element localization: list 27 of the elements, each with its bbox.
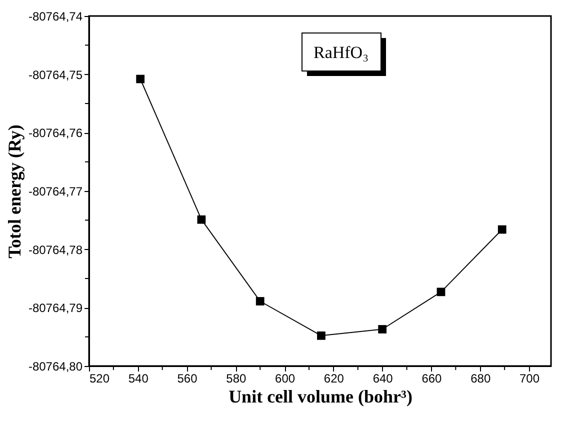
y-tick-label: -80764,78 [28, 242, 83, 257]
y-tick-label: -80764,79 [28, 301, 83, 316]
point [498, 225, 506, 234]
y-tick-label: -80764,75 [28, 68, 83, 82]
y-tick-label: -80764,74 [28, 10, 83, 24]
point [197, 215, 206, 224]
point [256, 297, 264, 306]
point [136, 74, 145, 84]
x-tick-label: 700 [519, 372, 540, 386]
point [378, 325, 387, 334]
x-tick-label: 680 [470, 372, 491, 386]
x-axis-title: Unit cell volume (bohr³) [228, 386, 412, 406]
y-axis-title: Totol energy (Ry) [4, 124, 24, 258]
y-tick-label: -80764,76 [28, 126, 83, 140]
x-tick-label: 560 [177, 372, 198, 386]
point [436, 288, 446, 296]
x-tick-label: 660 [422, 372, 442, 386]
x-tick-label: 640 [372, 372, 394, 386]
y-tick-label: -80764,77 [28, 184, 83, 198]
x-tick-label: 620 [324, 372, 344, 386]
x-tick-label: 600 [275, 372, 296, 386]
x-tick-label: 540 [128, 372, 149, 386]
x-tick-label: 580 [226, 372, 246, 386]
y-tick-label: -80764,80 [28, 360, 83, 374]
point [317, 331, 326, 340]
x-tick-label: 520 [90, 372, 110, 386]
annotation: RaHfO₃ [313, 43, 369, 62]
